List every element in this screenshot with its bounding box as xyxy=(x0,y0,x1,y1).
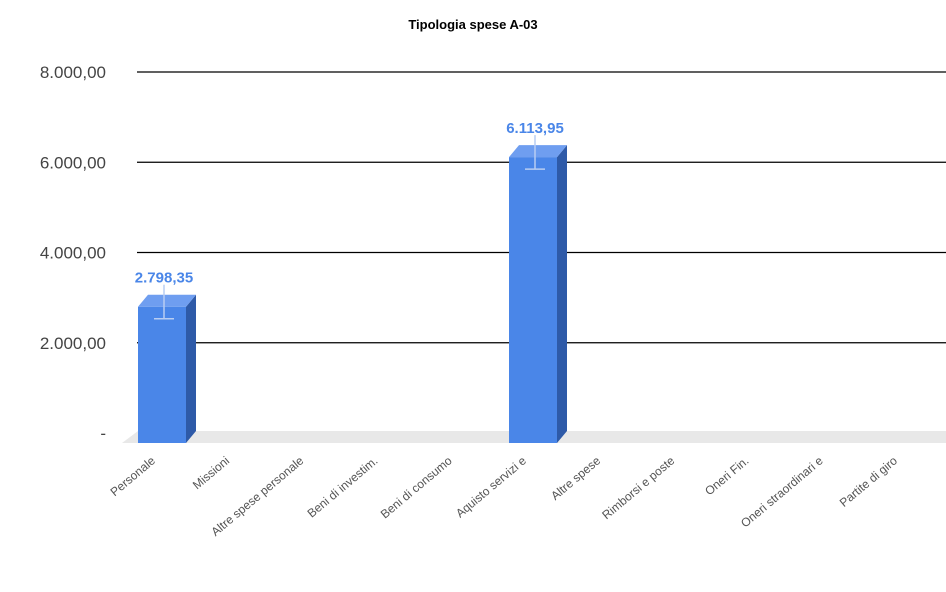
x-tick-label: Altre spese xyxy=(548,453,603,503)
x-tick-label: Aquisto servizi e xyxy=(453,453,529,520)
bar-front xyxy=(509,157,557,443)
bar-side xyxy=(186,294,196,443)
y-tick-label: - xyxy=(100,424,106,443)
bar xyxy=(509,145,567,443)
x-tick-label: Missioni xyxy=(190,454,232,493)
bar xyxy=(138,294,196,443)
y-tick-label: 2.000,00 xyxy=(40,334,106,353)
bar-top xyxy=(509,145,567,158)
y-tick-label: 6.000,00 xyxy=(40,153,106,172)
data-label: 6.113,95 xyxy=(506,120,564,137)
chart-title: Tipologia spese A-03 xyxy=(408,17,538,32)
x-tick-label: Partite di giro xyxy=(837,453,900,509)
x-tick-label: Beni di consumo xyxy=(378,453,455,521)
x-tick-label: Beni di investim. xyxy=(305,454,381,521)
y-tick-label: 8.000,00 xyxy=(40,63,106,82)
x-tick-label: Rimborsi e poste xyxy=(599,453,677,522)
x-tick-label: Oneri Fin. xyxy=(702,454,751,499)
bar-front xyxy=(138,306,186,443)
y-tick-label: 4.000,00 xyxy=(40,244,106,263)
x-tick-label: Oneri straordinari e xyxy=(738,453,826,530)
bar-side xyxy=(557,145,567,443)
data-label: 2.798,35 xyxy=(135,270,193,287)
x-tick-label: Personale xyxy=(108,453,159,499)
bar-top xyxy=(138,294,196,307)
